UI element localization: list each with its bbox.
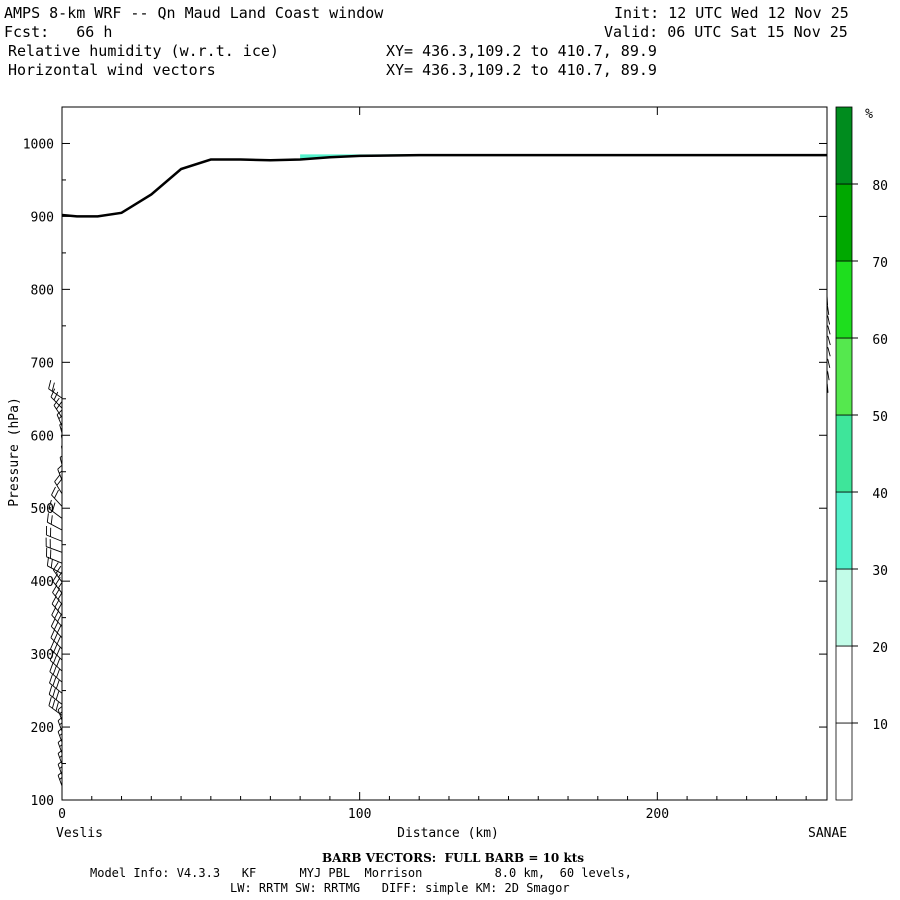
valid-time: Valid: 06 UTC Sat 15 Nov 25 bbox=[604, 23, 848, 41]
wind-barb-13 bbox=[50, 629, 66, 653]
barb-flag bbox=[55, 565, 62, 574]
barb-flag bbox=[50, 388, 56, 398]
barb-flag bbox=[53, 489, 59, 499]
barb-flag bbox=[52, 688, 56, 698]
barb-flag bbox=[50, 640, 55, 650]
barb-flag bbox=[48, 499, 52, 509]
barb-flag bbox=[51, 699, 56, 709]
barb-flag bbox=[50, 618, 56, 627]
barb-flag bbox=[53, 643, 58, 653]
barb-flag bbox=[49, 651, 54, 661]
barb-flag bbox=[46, 556, 49, 566]
xy-line-2: XY= 436.3,109.2 to 410.7, 89.9 bbox=[386, 61, 657, 79]
barb-flag bbox=[55, 691, 60, 700]
barb-flag bbox=[56, 646, 61, 656]
wind-barb-14 bbox=[50, 618, 66, 642]
barb-flag bbox=[53, 397, 60, 406]
barb-flag bbox=[52, 665, 57, 675]
barb-flag bbox=[52, 677, 57, 686]
title-line: AMPS 8-km WRF -- Qn Maud Land Coast wind… bbox=[4, 4, 384, 22]
init-time: Init: 12 UTC Wed 12 Nov 25 bbox=[614, 4, 849, 22]
forecast-hour: Fcst: 66 h bbox=[4, 23, 113, 41]
barb-flag bbox=[56, 624, 62, 633]
barb-flag bbox=[56, 668, 61, 678]
barb-flag bbox=[54, 474, 61, 482]
barb-flag bbox=[50, 629, 56, 638]
barb-flag bbox=[51, 486, 56, 496]
barb-flag bbox=[50, 515, 53, 525]
barb-flag bbox=[52, 562, 59, 571]
barb-flag bbox=[52, 654, 58, 664]
barb-flag bbox=[52, 502, 56, 512]
barb-flag bbox=[46, 513, 49, 523]
field-name-wind: Horizontal wind vectors bbox=[8, 61, 216, 79]
barb-flag bbox=[53, 632, 59, 641]
barb-flag bbox=[53, 621, 59, 630]
barb-flag bbox=[51, 606, 57, 616]
barb-flag bbox=[51, 595, 57, 605]
barb-flag bbox=[48, 696, 52, 706]
barb-flag bbox=[56, 657, 61, 667]
xy-line-1: XY= 436.3,109.2 to 410.7, 89.9 bbox=[386, 42, 657, 60]
barb-flag bbox=[50, 558, 53, 568]
barb-flag bbox=[56, 635, 62, 645]
barb-flag bbox=[55, 702, 59, 712]
barb-flag bbox=[54, 610, 60, 619]
barb-flag bbox=[48, 379, 52, 389]
barb-flag bbox=[49, 663, 54, 672]
barb-flag bbox=[48, 685, 53, 695]
barb-flag bbox=[49, 674, 53, 684]
barb-flag bbox=[53, 391, 59, 401]
barb-flag bbox=[55, 679, 60, 689]
barb-flag bbox=[51, 382, 55, 392]
field-name-rh: Relative humidity (w.r.t. ice) bbox=[8, 42, 279, 60]
